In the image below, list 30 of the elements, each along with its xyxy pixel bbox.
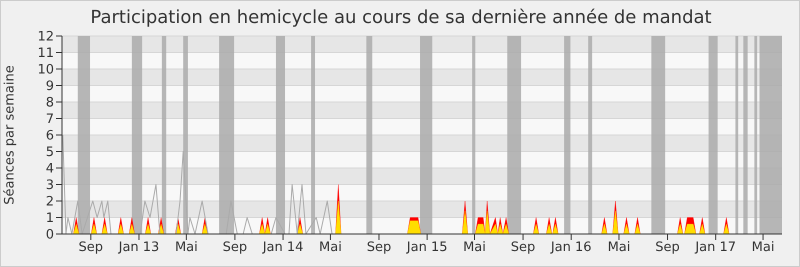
- chart-title: Participation en hemicycle au cours de sa dernière année de mandat: [89, 7, 713, 28]
- x-tick-label: Mai: [174, 240, 198, 256]
- y-tick-label: 1: [46, 211, 54, 226]
- y-tick-label: 10: [37, 62, 54, 78]
- y-tick-label: 4: [46, 162, 54, 177]
- x-tick-label: Jan 13: [118, 240, 160, 256]
- x-tick-label: Sep: [78, 240, 104, 256]
- y-tick-label: 11: [37, 46, 54, 62]
- x-tick-label: Sep: [366, 240, 392, 256]
- y-tick-label: 7: [46, 112, 54, 128]
- x-tick-label: Sep: [510, 240, 536, 256]
- y-tick-label: 12: [37, 30, 54, 45]
- x-tick-label: Jan 17: [694, 240, 736, 256]
- y-tick-label: 5: [46, 145, 54, 160]
- y-tick-label: 0: [46, 228, 54, 243]
- x-tick-label: Mai: [463, 240, 486, 256]
- y-tick-label: 6: [46, 128, 54, 144]
- x-tick-label: Jan 14: [262, 240, 304, 256]
- y-tick-label: 8: [46, 96, 54, 111]
- x-tick-label: Mai: [319, 240, 342, 256]
- x-tick-label: Sep: [222, 240, 248, 256]
- x-tick-label: Mai: [752, 240, 774, 256]
- y-tick-label: 2: [46, 194, 54, 210]
- x-tick-label: Mai: [608, 240, 630, 256]
- x-tick-label: Sep: [655, 240, 680, 256]
- x-tick-label: Jan 16: [550, 240, 592, 256]
- y-tick-label: 9: [46, 79, 54, 94]
- x-tick-label: Jan 15: [406, 240, 448, 256]
- y-tick-label: 3: [46, 178, 54, 194]
- y-axis-title: Séances par semaine: [2, 65, 18, 205]
